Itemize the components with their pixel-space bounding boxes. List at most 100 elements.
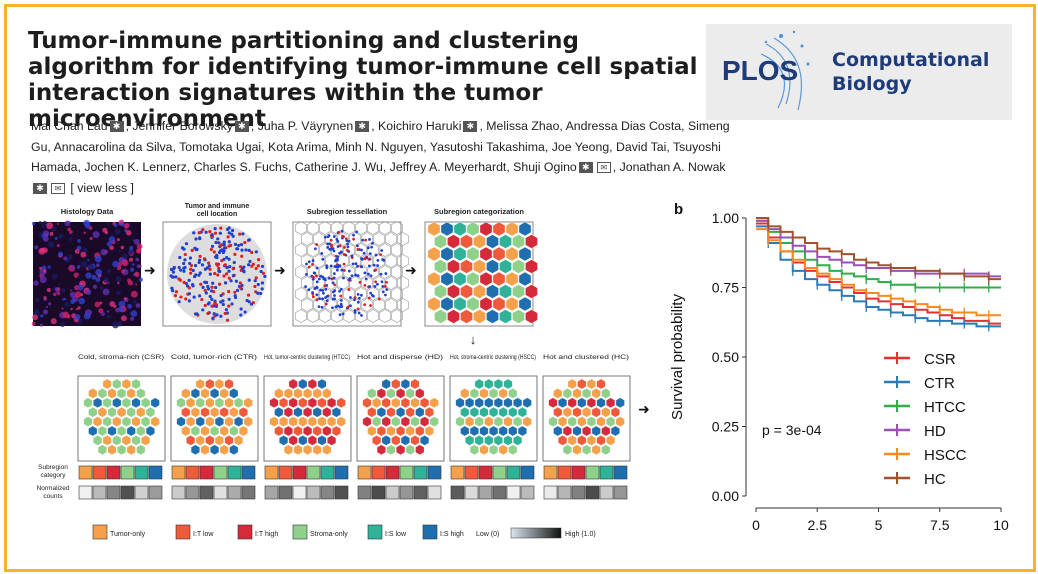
x-tick-label: 2.5 <box>808 517 828 533</box>
subregion-swatch <box>172 466 185 479</box>
author-info-icon[interactable]: ✱ <box>110 121 124 132</box>
x-tick-label: 7.5 <box>930 517 950 533</box>
author-name[interactable]: Catherine J. Wu <box>295 160 383 174</box>
author-name[interactable]: Mai Chan Lau <box>31 119 108 133</box>
subregion-swatch <box>121 466 134 479</box>
subregion-swatch <box>479 466 492 479</box>
row-label-subregion: category <box>41 472 67 479</box>
author-name[interactable]: Andressa Dias Costa <box>566 119 682 133</box>
legend-swatch <box>423 525 437 539</box>
subregion-swatch <box>558 466 571 479</box>
author-name[interactable]: Shuji Ogino <box>513 160 577 174</box>
legend-swatch <box>93 525 107 539</box>
gradient-low-label: Low (0) <box>476 531 499 538</box>
author-name[interactable]: Jeffrey A. Meyerhardt <box>390 160 507 174</box>
email-icon[interactable]: ✉ <box>51 183 65 194</box>
count-swatch <box>79 486 92 499</box>
legend-label: Stroma-only <box>310 531 348 538</box>
author-info-icon[interactable]: ✱ <box>463 121 477 132</box>
author-name[interactable]: Joe Yeong <box>552 140 609 154</box>
author-name[interactable]: Koichiro Haruki <box>378 119 461 133</box>
count-swatch <box>493 486 506 499</box>
author-name[interactable]: Jennifer Borowsky <box>132 119 232 133</box>
author-name[interactable]: Jochen K. Lennerz <box>84 160 187 174</box>
legend-label: I:S high <box>440 531 464 538</box>
arrow-icon: ➜ <box>144 262 156 278</box>
legend-label: HC <box>924 471 946 488</box>
category-label: Hot and disperse (HD) <box>357 354 443 361</box>
author-info-icon[interactable]: ✱ <box>355 121 369 132</box>
view-less-link[interactable]: [ view less ] <box>70 181 134 195</box>
count-swatch <box>600 486 613 499</box>
author-name[interactable]: Minh N. Nguyen <box>335 140 423 154</box>
subregion-swatch <box>293 466 306 479</box>
category-label: Hot, tumor-centric clustering (HTCC) <box>264 354 350 361</box>
count-swatch <box>586 486 599 499</box>
author-name[interactable]: Melissa Zhao <box>486 119 559 133</box>
count-swatch <box>558 486 571 499</box>
plos-wordmark: PLOS <box>722 55 798 86</box>
subregion-swatch <box>93 466 106 479</box>
count-swatch <box>214 486 227 499</box>
journal-name-line2: Biology <box>832 73 912 95</box>
author-name[interactable]: Tomotaka Ugai <box>179 140 261 154</box>
pipeline-step2-label: cell location <box>197 211 237 218</box>
subregion-swatch <box>186 466 199 479</box>
count-swatch <box>307 486 320 499</box>
count-swatch <box>135 486 148 499</box>
author-name[interactable]: Yasutoshi Takashima <box>430 140 545 154</box>
email-icon[interactable]: ✉ <box>597 162 611 173</box>
category-label: Hot, stroma-centric clustering (HSCC) <box>450 354 536 361</box>
subregion-swatch <box>321 466 334 479</box>
count-swatch <box>428 486 441 499</box>
count-swatch <box>121 486 134 499</box>
y-tick-label: 1.00 <box>712 210 739 226</box>
count-swatch <box>451 486 464 499</box>
subregion-swatch <box>228 466 241 479</box>
subregion-swatch <box>493 466 506 479</box>
arrow-down-icon: ↓ <box>470 332 477 347</box>
author-info-icon[interactable]: ✱ <box>579 162 593 173</box>
arrow-icon: ➜ <box>274 262 286 278</box>
legend-label: I:S low <box>385 531 407 538</box>
subregion-swatch <box>572 466 585 479</box>
count-swatch <box>521 486 534 499</box>
count-swatch <box>614 486 627 499</box>
author-info-icon[interactable]: ✱ <box>235 121 249 132</box>
subregion-swatch <box>135 466 148 479</box>
gradient-high-label: High (1.0) <box>565 531 596 538</box>
plos-logo-graphic: PLOS Computational Biology <box>706 24 1012 120</box>
row-label-subregion: Subregion <box>38 464 68 471</box>
legend-label: HSCC <box>924 447 967 464</box>
count-swatch <box>200 486 213 499</box>
subregion-swatch <box>265 466 278 479</box>
count-swatch <box>479 486 492 499</box>
author-name[interactable]: Kota Arima <box>268 140 328 154</box>
author-name[interactable]: Charles S. Fuchs <box>194 160 288 174</box>
count-swatch <box>321 486 334 499</box>
author-name[interactable]: David Tai <box>616 140 666 154</box>
author-info-icon[interactable]: ✱ <box>33 183 47 194</box>
count-swatch <box>465 486 478 499</box>
count-swatch <box>414 486 427 499</box>
count-swatch <box>172 486 185 499</box>
count-swatch <box>293 486 306 499</box>
author-name[interactable]: Annacarolina da Silva <box>54 140 173 154</box>
subregion-swatch <box>386 466 399 479</box>
count-swatch <box>544 486 557 499</box>
subregion-swatch <box>335 466 348 479</box>
subregion-swatch <box>214 466 227 479</box>
author-name[interactable]: Juha P. Väyrynen <box>258 119 353 133</box>
author-list: Mai Chan Lau ✱, Jennifer Borowsky ✱, Juha … <box>31 116 731 198</box>
author-name[interactable]: Jonathan A. Nowak <box>620 160 726 174</box>
category-label: Cold, stroma-rich (CSR) <box>78 354 164 361</box>
count-swatch <box>386 486 399 499</box>
subregion-swatch <box>200 466 213 479</box>
count-swatch <box>358 486 371 499</box>
legend-swatch <box>293 525 307 539</box>
pipeline-step2-label: Tumor and immune <box>185 203 250 210</box>
category-label: Hot and clustered (HC) <box>543 354 629 361</box>
pipeline-step4-label: Subregion categorization <box>434 207 524 216</box>
journal-logo[interactable]: PLOS Computational Biology <box>706 24 1012 120</box>
p-value-annotation: p = 3e-04 <box>762 422 822 438</box>
